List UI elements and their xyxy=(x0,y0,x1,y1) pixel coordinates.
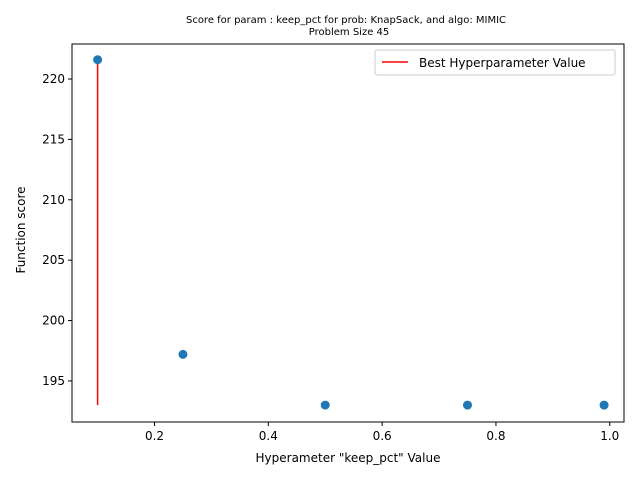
y-tick-label: 200 xyxy=(42,314,65,328)
y-axis-ticks: 195 200 205 210 215 220 xyxy=(42,72,72,388)
y-tick-label: 195 xyxy=(42,374,65,388)
y-axis-label: Function score xyxy=(14,186,28,273)
plot-frame xyxy=(71,43,625,423)
legend-frame xyxy=(374,49,616,76)
x-tick-label: 0.4 xyxy=(259,429,278,443)
legend: Best Hyperparameter Value xyxy=(374,49,616,76)
data-point xyxy=(463,400,473,410)
data-point xyxy=(599,400,609,410)
x-axis-ticks: 0.2 0.4 0.6 0.8 1.0 xyxy=(145,422,619,443)
y-tick-label: 220 xyxy=(42,72,65,86)
legend-label: Best Hyperparameter Value xyxy=(419,56,586,70)
data-point xyxy=(320,400,330,410)
x-tick-label: 0.8 xyxy=(486,429,505,443)
y-tick-label: 215 xyxy=(42,132,65,146)
y-tick-label: 210 xyxy=(42,193,65,207)
data-point xyxy=(178,349,188,359)
x-axis-label: Hyperameter "keep_pct" Value xyxy=(256,451,441,465)
x-tick-label: 0.2 xyxy=(145,429,164,443)
plot-area xyxy=(71,43,625,423)
chart-title-line2: Problem Size 45 xyxy=(309,27,390,38)
x-tick-label: 0.6 xyxy=(373,429,392,443)
chart-title-line1: Score for param : keep_pct for prob: Kna… xyxy=(186,15,506,26)
x-tick-label: 1.0 xyxy=(600,429,619,443)
data-point xyxy=(93,55,103,65)
y-tick-label: 205 xyxy=(42,253,65,267)
